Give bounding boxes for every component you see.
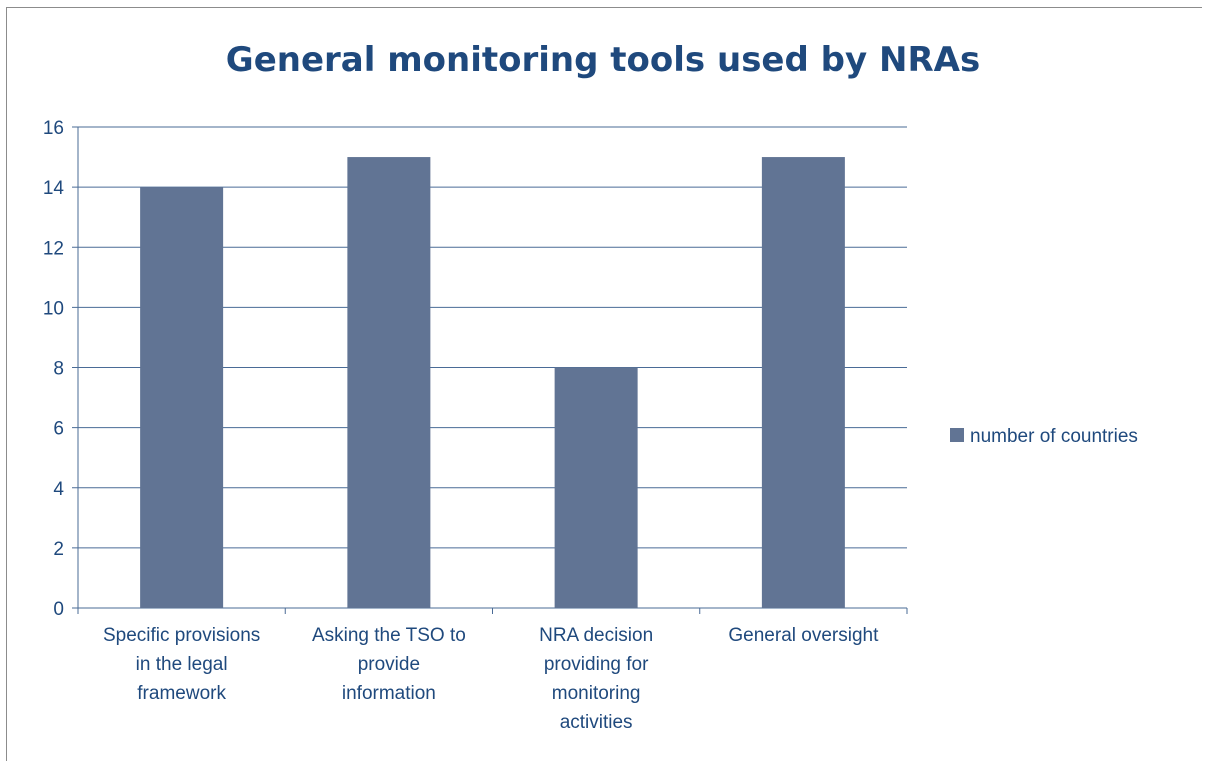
y-tick-label: 10 xyxy=(43,298,64,319)
bar xyxy=(140,187,224,608)
bar xyxy=(554,367,638,608)
y-tick-label: 16 xyxy=(43,118,64,139)
y-tick-label: 0 xyxy=(53,599,64,620)
y-tick-label: 4 xyxy=(53,479,64,500)
x-category-label: NRA decision providing for monitoring activ… xyxy=(539,625,653,733)
bar xyxy=(761,157,845,608)
x-category-label: Asking the TSO to provide information xyxy=(312,625,466,704)
y-tick-label: 6 xyxy=(53,419,64,440)
y-tick-label: 14 xyxy=(43,178,65,199)
legend-label: number of countries xyxy=(970,426,1138,447)
x-category-label: Specific provisions in the legal framework xyxy=(103,625,260,704)
bar xyxy=(347,157,431,608)
legend-swatch xyxy=(950,428,964,442)
chart-title: General monitoring tools used by NRAs xyxy=(225,40,981,80)
y-tick-label: 2 xyxy=(53,539,64,560)
x-category-label: General oversight xyxy=(728,625,879,646)
y-tick-label: 12 xyxy=(43,238,64,259)
y-tick-label: 8 xyxy=(53,359,64,380)
